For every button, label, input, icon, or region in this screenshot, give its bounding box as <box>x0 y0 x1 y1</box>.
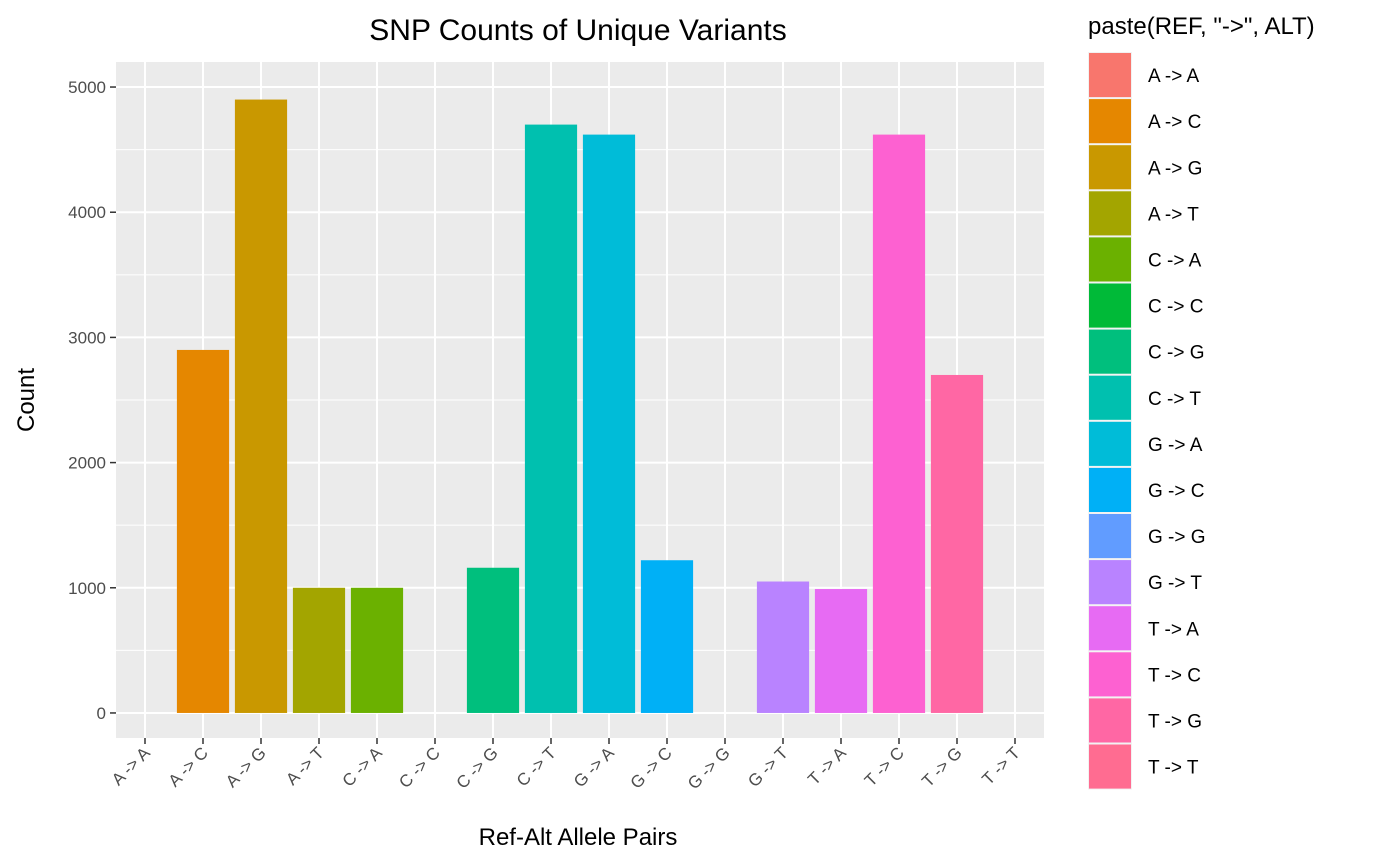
x-tick-label: T -> A <box>804 743 850 789</box>
bar <box>466 567 520 713</box>
bars <box>176 99 984 713</box>
legend-swatch <box>1089 606 1131 651</box>
x-tick-label: C -> G <box>453 743 502 792</box>
legend-swatch <box>1089 191 1131 236</box>
legend-swatch <box>1089 145 1131 190</box>
x-tick-label: C -> T <box>513 743 560 790</box>
y-axis: 0 1000 2000 3000 4000 5000 <box>68 78 116 723</box>
legend-swatch <box>1089 514 1131 559</box>
legend-swatch <box>1089 329 1131 374</box>
legend-swatch <box>1089 467 1131 512</box>
x-tick-label: T -> C <box>861 743 908 790</box>
legend-items: A -> A A -> C A -> G A -> T C -> A C -> C C ->… <box>1088 52 1206 790</box>
legend-label: G -> T <box>1148 573 1202 594</box>
legend-swatch <box>1089 53 1131 98</box>
bar <box>350 587 404 713</box>
y-tick-label: 0 <box>97 704 106 723</box>
x-tick-label: C -> A <box>339 743 387 791</box>
legend-swatch <box>1089 237 1131 282</box>
legend-swatch <box>1089 283 1131 328</box>
y-tick-label: 1000 <box>68 579 106 598</box>
legend-label: C -> T <box>1148 389 1201 410</box>
legend-label: A -> T <box>1148 204 1199 225</box>
bar <box>176 349 230 713</box>
legend-swatch <box>1089 99 1131 144</box>
x-tick-label: A -> C <box>165 743 212 790</box>
x-tick-label: G -> C <box>627 743 676 792</box>
x-tick-label: A -> T <box>282 743 328 789</box>
x-tick-label: A -> G <box>222 743 270 791</box>
legend: paste(REF, "->", ALT) A -> A A -> C A -> G… <box>1088 13 1315 790</box>
x-tick-label: G -> A <box>570 743 618 791</box>
legend-swatch <box>1089 652 1131 697</box>
bar <box>930 374 984 713</box>
bar <box>292 587 346 713</box>
legend-title: paste(REF, "->", ALT) <box>1088 13 1315 40</box>
legend-label: A -> G <box>1148 158 1202 179</box>
bar <box>582 134 636 713</box>
legend-label: G -> C <box>1148 481 1204 502</box>
bar <box>814 589 868 713</box>
x-tick-label: G -> G <box>684 743 734 793</box>
bar <box>640 560 694 713</box>
legend-swatch <box>1089 744 1131 789</box>
y-tick-label: 2000 <box>68 454 106 473</box>
legend-label: A -> C <box>1148 112 1201 133</box>
x-tick-label: T -> G <box>918 743 966 791</box>
legend-label: T -> A <box>1148 619 1199 640</box>
legend-swatch <box>1089 421 1131 466</box>
bar <box>234 99 288 713</box>
legend-label: A -> A <box>1148 66 1200 87</box>
legend-label: C -> A <box>1148 250 1202 271</box>
legend-label: T -> G <box>1148 711 1202 732</box>
y-tick-label: 3000 <box>68 328 106 347</box>
y-tick-label: 4000 <box>68 203 106 222</box>
bar <box>872 134 926 713</box>
legend-label: G -> A <box>1148 435 1203 456</box>
legend-swatch <box>1089 375 1131 420</box>
legend-label: C -> G <box>1148 343 1204 364</box>
bar <box>524 124 578 713</box>
legend-label: T -> C <box>1148 665 1201 686</box>
chart-title: SNP Counts of Unique Variants <box>369 14 786 47</box>
legend-swatch <box>1089 560 1131 605</box>
bar <box>756 581 810 713</box>
x-tick-label: A -> A <box>108 743 154 789</box>
y-axis-title: Count <box>13 368 40 432</box>
x-tick-label: G -> T <box>744 743 792 791</box>
legend-swatch <box>1089 698 1131 743</box>
x-tick-label: T -> T <box>978 743 1023 788</box>
x-tick-label: C -> C <box>395 743 444 792</box>
legend-label: G -> G <box>1148 527 1206 548</box>
legend-label: C -> C <box>1148 297 1203 318</box>
y-tick-label: 5000 <box>68 78 106 97</box>
legend-label: T -> T <box>1148 758 1199 779</box>
x-axis-title: Ref-Alt Allele Pairs <box>479 824 678 851</box>
